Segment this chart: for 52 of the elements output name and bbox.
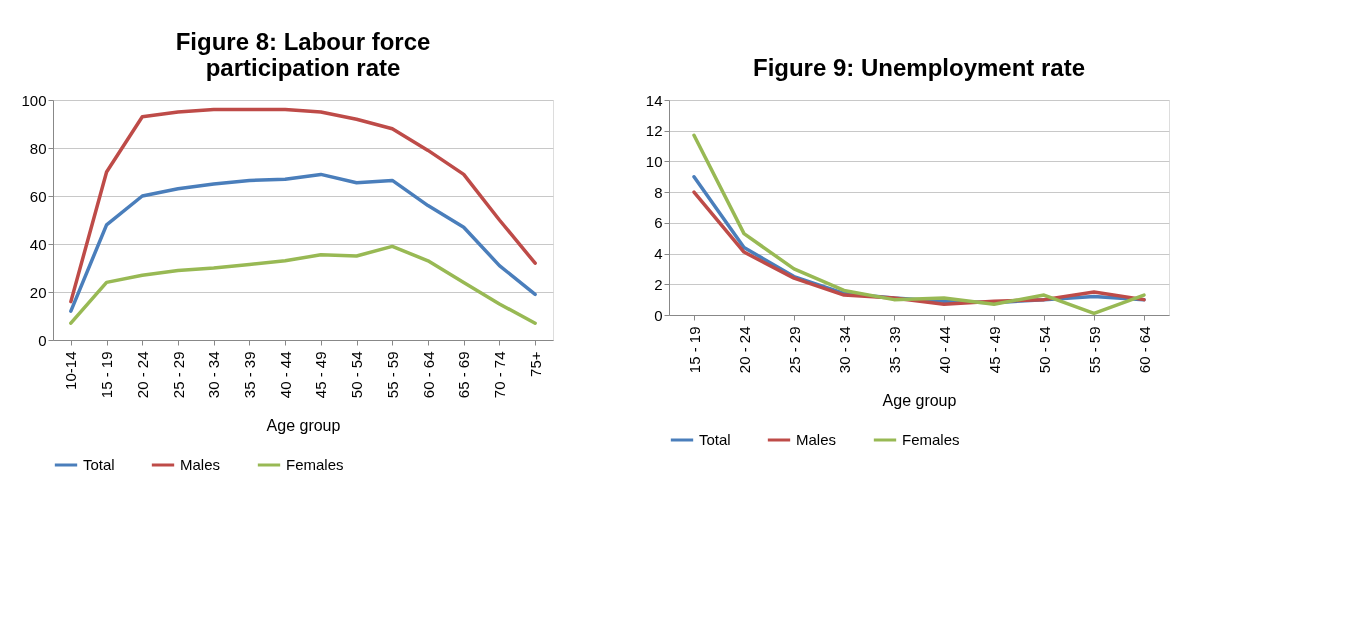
x-tick-label: 50 - 54 bbox=[1035, 326, 1053, 374]
x-tick-label: 25 - 29 bbox=[785, 326, 803, 374]
x-axis-title: Age group bbox=[266, 417, 341, 435]
x-tick-label: 55 - 59 bbox=[1085, 326, 1103, 374]
x-tick-label: 35 - 39 bbox=[240, 351, 258, 399]
y-tick-label: 80 bbox=[29, 139, 47, 157]
x-tick-label: 40 - 44 bbox=[935, 326, 953, 374]
x-tick-label: 45 - 49 bbox=[312, 351, 330, 399]
line-series bbox=[69, 244, 537, 325]
x-tick-label: 15 - 19 bbox=[685, 326, 703, 374]
y-tick-label: 4 bbox=[654, 245, 663, 263]
y-tick-label: 10 bbox=[645, 152, 663, 170]
chart-title: Figure 8: Labour force participation rate bbox=[175, 28, 431, 81]
y-tick-label: 100 bbox=[21, 91, 47, 109]
x-tick-label: 10-14 bbox=[62, 351, 80, 390]
y-tick-label: 14 bbox=[645, 91, 663, 109]
y-tick-label: 0 bbox=[38, 331, 47, 349]
x-tick-label: 45 - 49 bbox=[985, 326, 1003, 374]
x-tick-label: 20 - 24 bbox=[133, 351, 151, 399]
chart-title: Figure 9: Unemployment rate bbox=[752, 54, 1086, 81]
x-axis-title: Age group bbox=[882, 392, 957, 410]
x-tick-label: 30 - 34 bbox=[835, 326, 853, 374]
x-tick-label: 30 - 34 bbox=[205, 351, 223, 399]
line-series bbox=[69, 107, 537, 304]
y-tick-label: 0 bbox=[654, 306, 663, 324]
legend-label: Males bbox=[180, 456, 221, 473]
y-tick-label: 12 bbox=[645, 122, 663, 140]
x-tick-label: 60 - 64 bbox=[419, 351, 437, 399]
x-tick-label: 40 - 44 bbox=[276, 351, 294, 399]
y-tick-label: 20 bbox=[29, 283, 47, 301]
y-tick-label: 2 bbox=[654, 275, 663, 293]
x-tick-label: 15 - 19 bbox=[98, 351, 116, 399]
line-series bbox=[69, 172, 537, 313]
y-tick-label: 6 bbox=[654, 214, 663, 232]
x-tick-label: 65 - 69 bbox=[455, 351, 473, 399]
y-tick-label: 8 bbox=[654, 183, 663, 201]
y-tick-label: 40 bbox=[29, 235, 47, 253]
x-tick-label: 25 - 29 bbox=[169, 351, 187, 399]
x-tick-label: 20 - 24 bbox=[735, 326, 753, 374]
legend-label: Females bbox=[286, 456, 344, 473]
x-tick-label: 55 - 59 bbox=[383, 351, 401, 399]
y-tick-label: 60 bbox=[29, 187, 47, 205]
x-tick-label: 50 - 54 bbox=[348, 351, 366, 399]
x-tick-label: 35 - 39 bbox=[885, 326, 903, 374]
legend-label: Total bbox=[699, 431, 731, 448]
line-series bbox=[692, 133, 1146, 316]
x-tick-label: 75+ bbox=[526, 351, 544, 377]
x-tick-label: 60 - 64 bbox=[1135, 326, 1153, 374]
legend-label: Females bbox=[902, 431, 960, 448]
x-tick-label: 70 - 74 bbox=[490, 351, 508, 399]
legend-label: Males bbox=[796, 431, 837, 448]
legend-label: Total bbox=[83, 456, 115, 473]
